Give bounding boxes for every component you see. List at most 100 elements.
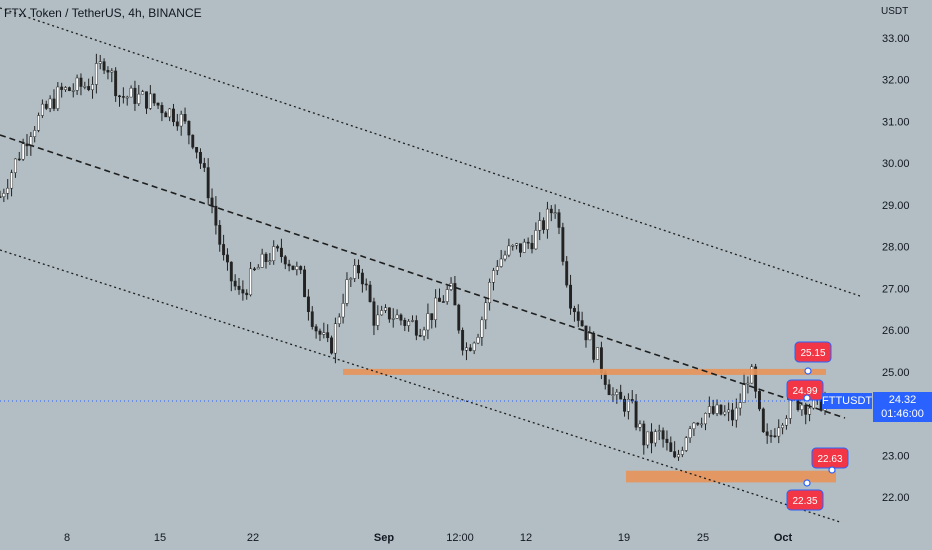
candle-body	[661, 430, 665, 440]
price-tick-label: 32.00	[882, 75, 910, 87]
time-tick-label: 15	[154, 532, 166, 544]
candle-body	[734, 407, 738, 421]
candle-body	[657, 430, 661, 432]
candle-body	[572, 308, 576, 313]
candle-body	[75, 77, 79, 91]
level-badge	[786, 489, 824, 511]
time-tick-label: Sep	[374, 532, 394, 544]
candle-body	[611, 394, 615, 396]
candle-body	[580, 320, 584, 327]
candle-body	[37, 115, 41, 131]
level-badge	[794, 341, 832, 363]
candle-body	[276, 246, 280, 249]
candle-body	[453, 283, 457, 306]
channel-mid-line	[0, 134, 846, 419]
candle-body	[727, 409, 731, 413]
price-tick-label: 31.00	[882, 116, 910, 128]
candle-body	[715, 404, 719, 414]
candle-body	[765, 431, 769, 436]
price-badge: 24.32 01:46:00	[873, 392, 932, 422]
candle-body	[788, 397, 792, 419]
candle-body	[129, 87, 133, 98]
level-badge-label: 22.63	[817, 454, 842, 465]
candle-body	[680, 450, 684, 455]
candle-body	[476, 337, 480, 344]
candle-body	[472, 342, 476, 351]
candle-body	[700, 423, 704, 426]
candle-body	[2, 193, 6, 198]
candle-body	[318, 330, 322, 335]
price-tick-label: 27.00	[882, 283, 910, 295]
candle-body	[6, 187, 10, 194]
candle-body	[156, 102, 160, 106]
candle-body	[10, 172, 14, 189]
price-axis-bg	[860, 0, 932, 550]
candle-body	[673, 451, 677, 458]
candle-body	[534, 230, 538, 250]
candle-body	[91, 84, 94, 91]
candle-body	[214, 205, 218, 226]
candle-body	[665, 438, 669, 443]
candle-body	[291, 265, 295, 270]
candle-body	[569, 284, 573, 309]
candle-body	[773, 435, 777, 438]
candle-body	[515, 243, 519, 246]
candle-body	[553, 212, 557, 214]
candle-body	[395, 314, 399, 319]
candle-body	[33, 130, 37, 137]
candle-body	[407, 321, 411, 326]
candle-body	[191, 134, 195, 148]
candle-body	[264, 253, 268, 262]
candle-body	[337, 316, 341, 325]
candle-body	[368, 284, 372, 302]
candle-body	[738, 402, 742, 409]
candle-body	[576, 311, 580, 321]
time-tick-label: 22	[247, 532, 259, 544]
candle-body	[758, 391, 761, 410]
candle-body	[492, 270, 495, 283]
candle-body	[260, 253, 264, 268]
candle-body	[306, 296, 310, 312]
candle-body	[256, 267, 260, 270]
candle-body	[252, 268, 256, 271]
candle-body	[422, 329, 426, 337]
candle-body	[384, 307, 387, 311]
candle-body	[391, 318, 395, 320]
candle-body	[623, 398, 626, 412]
channel-lower-line	[0, 249, 841, 523]
candle-body	[719, 404, 723, 415]
time-axis: 8 15 22 Sep 12:00 12 19 25 Oct	[64, 532, 793, 544]
candle-body	[152, 93, 156, 104]
candle-body	[414, 320, 418, 336]
candle-body	[615, 391, 619, 395]
candle-body	[349, 278, 353, 280]
candle-body	[403, 320, 407, 326]
candle-body	[364, 283, 368, 286]
candle-body	[800, 404, 804, 410]
candle-body	[160, 105, 164, 114]
channel-upper-line	[0, 7, 873, 301]
price-value: 24.32	[888, 394, 917, 406]
candle-body	[118, 95, 121, 98]
candle-body	[229, 261, 233, 282]
candle-body	[692, 422, 696, 430]
candle-body	[333, 323, 337, 354]
price-tick-label: 33.00	[882, 33, 910, 45]
candle-body	[445, 289, 449, 302]
candle-body	[21, 143, 25, 160]
candle-body	[303, 269, 307, 298]
candle-body	[619, 391, 623, 400]
candle-body	[44, 103, 48, 109]
resistance-zone	[343, 368, 826, 375]
candle-body	[411, 320, 414, 322]
candle-body	[441, 301, 445, 303]
candle-body	[399, 314, 403, 321]
candle-body	[461, 329, 465, 351]
candle-body	[688, 428, 692, 439]
candle-body	[314, 326, 318, 332]
candle-body	[83, 86, 87, 88]
candle-body	[145, 91, 148, 109]
candle-body	[357, 265, 360, 274]
candle-body	[746, 382, 750, 385]
